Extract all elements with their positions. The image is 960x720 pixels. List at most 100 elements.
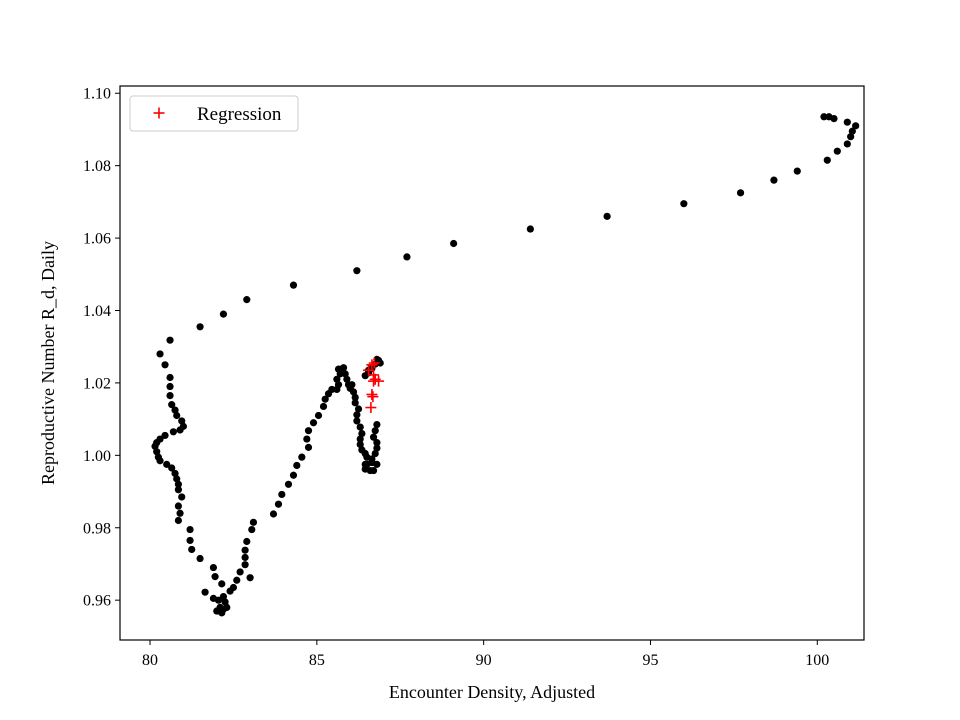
data-point: [351, 393, 359, 401]
y-tick-label: 1.10: [83, 86, 111, 103]
x-axis-ticks: 80 85 90 95 100: [142, 640, 829, 669]
y-tick-label: 0.98: [83, 520, 111, 537]
data-point: [221, 598, 229, 606]
data-point: [168, 464, 176, 472]
data-point: [269, 510, 278, 518]
data-point: [319, 402, 328, 411]
data-point: [843, 140, 851, 148]
plot-area-frame: [119, 85, 865, 641]
data-point: [223, 603, 231, 612]
data-point: [843, 118, 851, 126]
data-point: [176, 426, 184, 434]
data-point: [353, 417, 361, 425]
data-point: [166, 382, 174, 391]
data-point: [219, 592, 228, 601]
data-point: [246, 574, 254, 582]
data-point: [304, 443, 313, 451]
y-tick-label: 1.04: [83, 303, 111, 320]
data-point: [274, 500, 283, 508]
data-point: [373, 439, 381, 447]
data-point: [153, 448, 161, 456]
data-point: [243, 537, 251, 546]
data-point: [793, 167, 801, 175]
data-point: [173, 411, 181, 420]
data-point: [314, 411, 323, 420]
data-point: [176, 509, 184, 517]
data-point: [284, 480, 293, 488]
x-tick-label: 100: [805, 652, 829, 669]
regression-point: [367, 391, 379, 403]
data-point: [373, 460, 381, 468]
data-point: [823, 156, 831, 164]
data-point: [171, 406, 179, 414]
data-point: [351, 399, 359, 407]
data-point: [171, 469, 179, 478]
legend-label-regression: Regression: [197, 104, 282, 125]
data-point: [348, 381, 356, 389]
data-point: [174, 486, 182, 494]
data-point: [848, 127, 856, 135]
data-point: [341, 370, 349, 378]
regression-point: [368, 357, 380, 369]
data-point: [371, 427, 379, 435]
data-point: [278, 490, 286, 499]
data-point: [833, 147, 841, 155]
x-tick-label: 95: [642, 652, 658, 669]
data-point: [211, 573, 219, 581]
data-point: [373, 420, 381, 429]
data-point: [353, 411, 361, 419]
data-point: [163, 460, 171, 468]
data-point: [241, 561, 249, 569]
data-point: [736, 189, 745, 197]
data-point: [151, 442, 159, 450]
data-point: [376, 359, 384, 367]
data-point: [186, 536, 194, 545]
data-point: [229, 583, 238, 592]
data-point: [333, 375, 341, 383]
legend-plus: [153, 107, 165, 119]
data-point: [236, 568, 244, 576]
data-point: [830, 114, 838, 123]
data-point: [243, 296, 251, 304]
data-point: [328, 385, 336, 394]
data-point: [303, 435, 311, 443]
data-point: [196, 554, 204, 563]
data-point: [156, 457, 164, 465]
data-point: [156, 350, 164, 358]
data-point: [403, 253, 411, 261]
data-point: [852, 122, 860, 130]
legend: Regression: [129, 95, 299, 132]
y-tick-label: 1.06: [83, 231, 111, 248]
data-point: [168, 401, 176, 409]
data-point: [847, 133, 855, 141]
data-point: [186, 525, 194, 534]
data-point: [680, 200, 688, 208]
data-point: [356, 435, 364, 443]
data-point: [201, 588, 209, 596]
y-tick-label: 1.00: [83, 448, 111, 465]
data-point: [161, 431, 169, 440]
data-point: [241, 553, 249, 562]
data-point: [166, 373, 174, 382]
data-point: [356, 423, 364, 431]
legend-plus-marker: [153, 107, 165, 119]
data-point: [450, 239, 458, 248]
y-axis-label: Reproductive Number R_d, Daily: [38, 241, 58, 485]
data-point: [298, 453, 306, 461]
data-point: [178, 493, 186, 501]
data-point: [309, 419, 318, 427]
data-point: [820, 113, 828, 121]
regression-point: [365, 402, 377, 414]
x-axis-label: Encounter Density, Adjusted: [389, 682, 595, 702]
data-point: [354, 405, 363, 413]
regression-point: [366, 389, 378, 401]
data-point: [218, 609, 226, 617]
x-tick-label: 80: [142, 652, 158, 669]
data-point: [161, 361, 169, 369]
data-point: [343, 375, 351, 383]
data-point: [603, 212, 611, 220]
data-point: [174, 502, 182, 510]
data-point: [526, 225, 534, 233]
data-point: [188, 545, 196, 554]
data-point: [371, 449, 379, 458]
